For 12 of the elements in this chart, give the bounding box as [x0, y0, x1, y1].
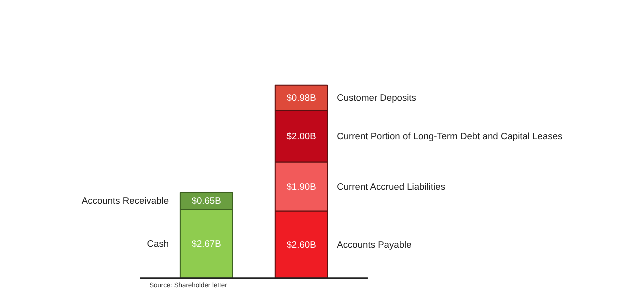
series-label: Customer Deposits: [337, 93, 417, 104]
series-label: Accounts Payable: [337, 240, 412, 250]
data-label: $1.90B: [286, 182, 316, 192]
series-label: Cash: [147, 238, 170, 249]
series-label: Current Portion of Long-Term Debt and Capital Leases: [337, 131, 564, 142]
series-label: Current Accrued Liabilities: [337, 182, 446, 192]
data-label: $2.00B: [286, 131, 316, 142]
data-label: $0.98B: [286, 93, 316, 104]
series-label: Accounts Receivable: [82, 196, 170, 206]
data-label: $2.67B: [192, 238, 222, 249]
data-label: $0.65B: [192, 196, 222, 206]
data-label: $2.60B: [286, 240, 316, 250]
